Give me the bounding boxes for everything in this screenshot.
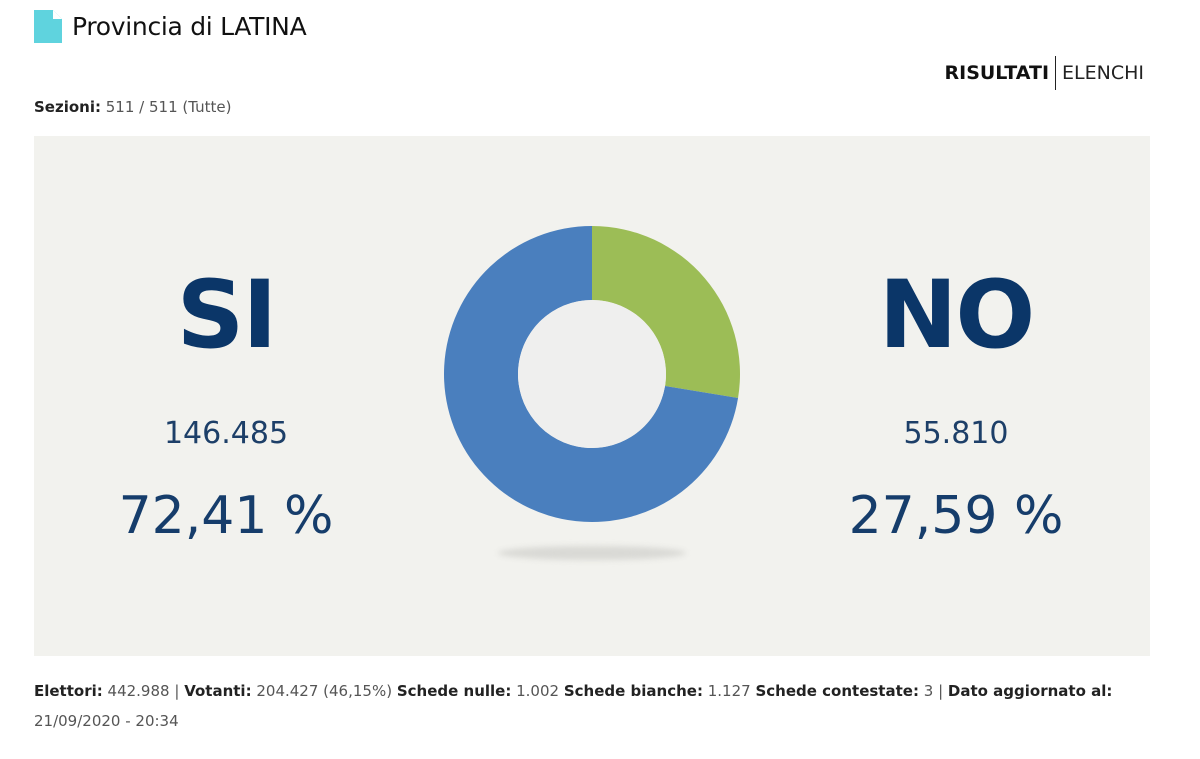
page-header: Provincia di LATINA: [34, 8, 307, 44]
no-label: NO: [878, 261, 1036, 370]
page-title: Provincia di LATINA: [72, 11, 307, 41]
donut-slice-si: [444, 226, 739, 522]
aggiornato-label: Dato aggiornato al:: [947, 682, 1113, 700]
si-percentage: 72,41 %: [118, 486, 334, 546]
schede-bianche-label: Schede bianche:: [563, 682, 703, 700]
sezioni-label: Sezioni:: [34, 98, 101, 116]
si-votes: 146.485: [163, 416, 289, 451]
donut-slice-no: [592, 226, 740, 398]
donut-chart-svg: [444, 226, 740, 522]
schede-nulle-label: Schede nulle:: [396, 682, 512, 700]
results-panel: SI 146.485 72,41 % NO 55.810 27,59 %: [34, 136, 1150, 656]
aggiornato-value: 21/09/2020 - 20:34: [34, 712, 179, 730]
schede-contestate-value: 3: [923, 682, 934, 700]
schede-bianche-value: 1.127: [707, 682, 751, 700]
separator: |: [174, 682, 180, 700]
schede-contestate-label: Schede contestate:: [755, 682, 919, 700]
document-icon: [34, 9, 62, 43]
summary-footer: Elettori: 442.988 | Votanti: 204.427 (46…: [34, 676, 1134, 736]
elettori-value: 442.988: [107, 682, 170, 700]
view-switch: RISULTATI ELENCHI: [944, 56, 1144, 90]
elettori-label: Elettori:: [34, 682, 103, 700]
no-votes: 55.810: [903, 416, 1009, 451]
donut-chart: [442, 224, 742, 524]
tab-divider: [1055, 56, 1057, 90]
separator: |: [938, 682, 944, 700]
tab-elenchi[interactable]: ELENCHI: [1062, 62, 1144, 84]
donut-hole: [518, 300, 666, 448]
votanti-label: Votanti:: [184, 682, 252, 700]
no-percentage: 27,59 %: [848, 486, 1064, 546]
donut-shadow: [498, 546, 686, 560]
schede-nulle-value: 1.002: [516, 682, 560, 700]
votanti-value: 204.427 (46,15%): [256, 682, 393, 700]
sezioni-info: Sezioni: 511 / 511 (Tutte): [34, 98, 231, 116]
tab-risultati[interactable]: RISULTATI: [944, 62, 1050, 84]
si-label: SI: [176, 261, 278, 370]
sezioni-value: 511 / 511 (Tutte): [105, 98, 232, 116]
